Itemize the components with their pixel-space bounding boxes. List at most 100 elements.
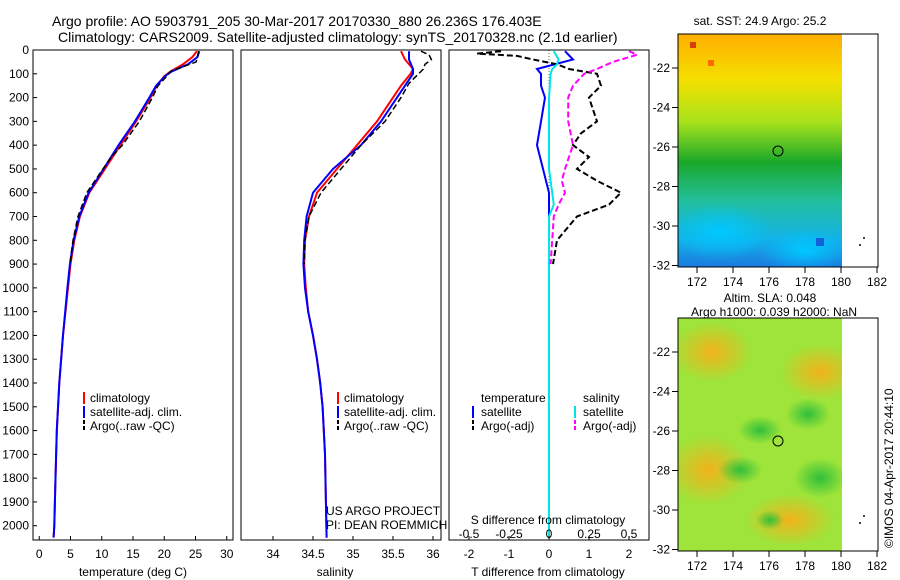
argo-location-marker <box>772 145 784 157</box>
sla-high-patch <box>745 494 835 546</box>
temperature-tick-labels: 0 5 10 15 20 25 30 <box>36 536 234 561</box>
temperature-series <box>52 50 201 538</box>
latitude-tick-label: -24 <box>653 385 671 399</box>
imos-timestamp: ©IMOS 04-Apr-2017 20:44:10 <box>882 388 896 548</box>
salinity-legend: climatology satellite-adj. clim. Argo(..… <box>337 391 436 433</box>
argo-location-marker <box>772 435 784 447</box>
salinity-difference-tick-label: 0 <box>546 527 553 541</box>
longitude-tick-label: 182 <box>867 275 887 289</box>
sst-cool-patch <box>678 204 775 260</box>
sst-cool-patch <box>760 228 842 267</box>
longitude-tick-label: 180 <box>831 559 851 573</box>
sla-low-patch <box>738 416 782 444</box>
temperature-tick-label: 15 <box>126 547 140 561</box>
salinity-satellite-line <box>548 50 560 538</box>
project-pi: PI: DEAN ROEMMICH <box>326 518 447 532</box>
difference-tick-label: -2 <box>464 547 475 561</box>
salinity-tick-labels: 34 34.5 35 35.5 36 <box>266 536 440 561</box>
depth-tick-label: 0 <box>22 43 29 57</box>
temperature-tick-label: 20 <box>158 547 172 561</box>
legend-argo-label: Argo(..raw -QC) <box>344 419 429 433</box>
temperature-tick-label: 25 <box>189 547 203 561</box>
salinity-tick-label: 36 <box>426 547 440 561</box>
depth-tick-label: 300 <box>9 114 29 128</box>
latitude-tick-label: -26 <box>653 140 671 154</box>
temperature-tick-label: 5 <box>67 547 74 561</box>
depth-tick-label: 1700 <box>2 447 29 461</box>
latitude-tick-label: -32 <box>653 259 671 273</box>
project-name: US ARGO PROJECT <box>326 504 441 518</box>
legend-argo-label: Argo(..raw -QC) <box>90 419 175 433</box>
sla-low-patch <box>786 398 830 430</box>
title-line-1: Argo profile: AO 5903791_205 30-Mar-2017… <box>52 13 542 29</box>
sla-map-title-1: Altim. SLA: 0.048 <box>724 291 817 305</box>
depth-tick-label: 1000 <box>2 281 29 295</box>
longitude-tick-label: 176 <box>759 275 779 289</box>
legend-satellite-label: satellite-adj. clim. <box>90 405 182 419</box>
satellite-line <box>52 50 201 538</box>
depth-tick-label: 2000 <box>2 519 29 533</box>
sla-low-patch <box>756 510 784 530</box>
latitude-tick-label: -30 <box>653 503 671 517</box>
island-dot <box>859 522 861 524</box>
latitude-tick-label: -28 <box>653 464 671 478</box>
longitude-tick-label: 180 <box>831 275 851 289</box>
depth-tick-label: 100 <box>9 67 29 81</box>
salinity-difference-label: S difference from climatology <box>471 513 626 527</box>
sla-latitude-ticks: -22 -24 -26 -28 -30 -32 <box>653 345 678 557</box>
latitude-tick-label: -22 <box>653 61 671 75</box>
salinity-tick-label: 34.5 <box>301 547 325 561</box>
island-dot <box>863 237 865 239</box>
depth-tick-label: 800 <box>9 233 29 247</box>
salinity-difference-tick-label: 0.5 <box>621 527 638 541</box>
temperature-tick-label: 30 <box>220 547 234 561</box>
longitude-tick-label: 172 <box>687 559 707 573</box>
argo-line <box>303 50 433 265</box>
longitude-tick-label: 176 <box>759 559 779 573</box>
depth-tick-label: 1800 <box>2 471 29 485</box>
latitude-tick-label: -22 <box>653 345 671 359</box>
sst-longitude-ticks: 172 174 176 178 180 182 <box>687 267 887 289</box>
legend-s-argo-label: Argo(-adj) <box>583 419 636 433</box>
legend-t-argo-label: Argo(-adj) <box>481 419 534 433</box>
salinity-series <box>302 50 433 538</box>
depth-tick-label: 200 <box>9 91 29 105</box>
temperature-difference-xlabel: T difference from climatology <box>471 565 625 579</box>
depth-tick-label: 1500 <box>2 400 29 414</box>
depth-tick-label: 900 <box>9 257 29 271</box>
latitude-tick-label: -32 <box>653 543 671 557</box>
sst-pixel <box>708 60 714 66</box>
sla-map-frame <box>677 317 879 552</box>
temperature-satellite-line <box>535 50 575 538</box>
temperature-xlabel: temperature (deg C) <box>79 565 187 579</box>
depth-tick-label: 1600 <box>2 424 29 438</box>
depth-tick-labels: 0 100 200 300 400 500 600 700 800 900 1000 1100 1200… <box>2 43 37 533</box>
depth-tick-label: 1400 <box>2 376 29 390</box>
sla-map: Altim. SLA: 0.048 Argo h1000: 0.039 h200… <box>653 291 888 573</box>
sst-map-frame <box>677 33 879 268</box>
longitude-tick-label: 182 <box>867 559 887 573</box>
latitude-tick-label: -24 <box>653 101 671 115</box>
longitude-tick-label: 178 <box>795 275 815 289</box>
depth-tick-label: 1200 <box>2 328 29 342</box>
sst-pixel <box>816 238 824 246</box>
salinity-tick-label: 34 <box>266 547 280 561</box>
legend-t-satellite-label: satellite <box>481 405 522 419</box>
difference-tick-label: 1 <box>586 547 593 561</box>
sla-map-title-2: Argo h1000: 0.039 h2000: NaN <box>691 305 857 319</box>
salinity-xlabel: salinity <box>317 565 354 579</box>
salinity-tick-label: 35 <box>346 547 360 561</box>
legend-climatology-label: climatology <box>344 391 404 405</box>
difference-legend: temperature salinity satellite Argo(-adj… <box>472 391 636 433</box>
difference-series <box>476 50 640 538</box>
difference-panel: -2 -1 0 1 2 -0.5 -0.25 0 0.25 0.5 S difference f… <box>448 49 650 579</box>
temperature-difference-tick-labels: -2 -1 0 1 2 <box>464 536 633 561</box>
temperature-panel: 0100200300400500600700800900100011001200… <box>2 43 233 579</box>
salinity-difference-tick-labels: -0.5 -0.25 0 0.25 0.5 <box>459 527 638 541</box>
sst-latitude-ticks: -22 -24 -26 -28 -30 -32 <box>653 61 678 273</box>
legend-s-satellite-label: satellite <box>583 405 624 419</box>
longitude-tick-label: 178 <box>795 559 815 573</box>
sst-pixel <box>690 42 696 48</box>
sla-high-patch <box>678 322 752 382</box>
